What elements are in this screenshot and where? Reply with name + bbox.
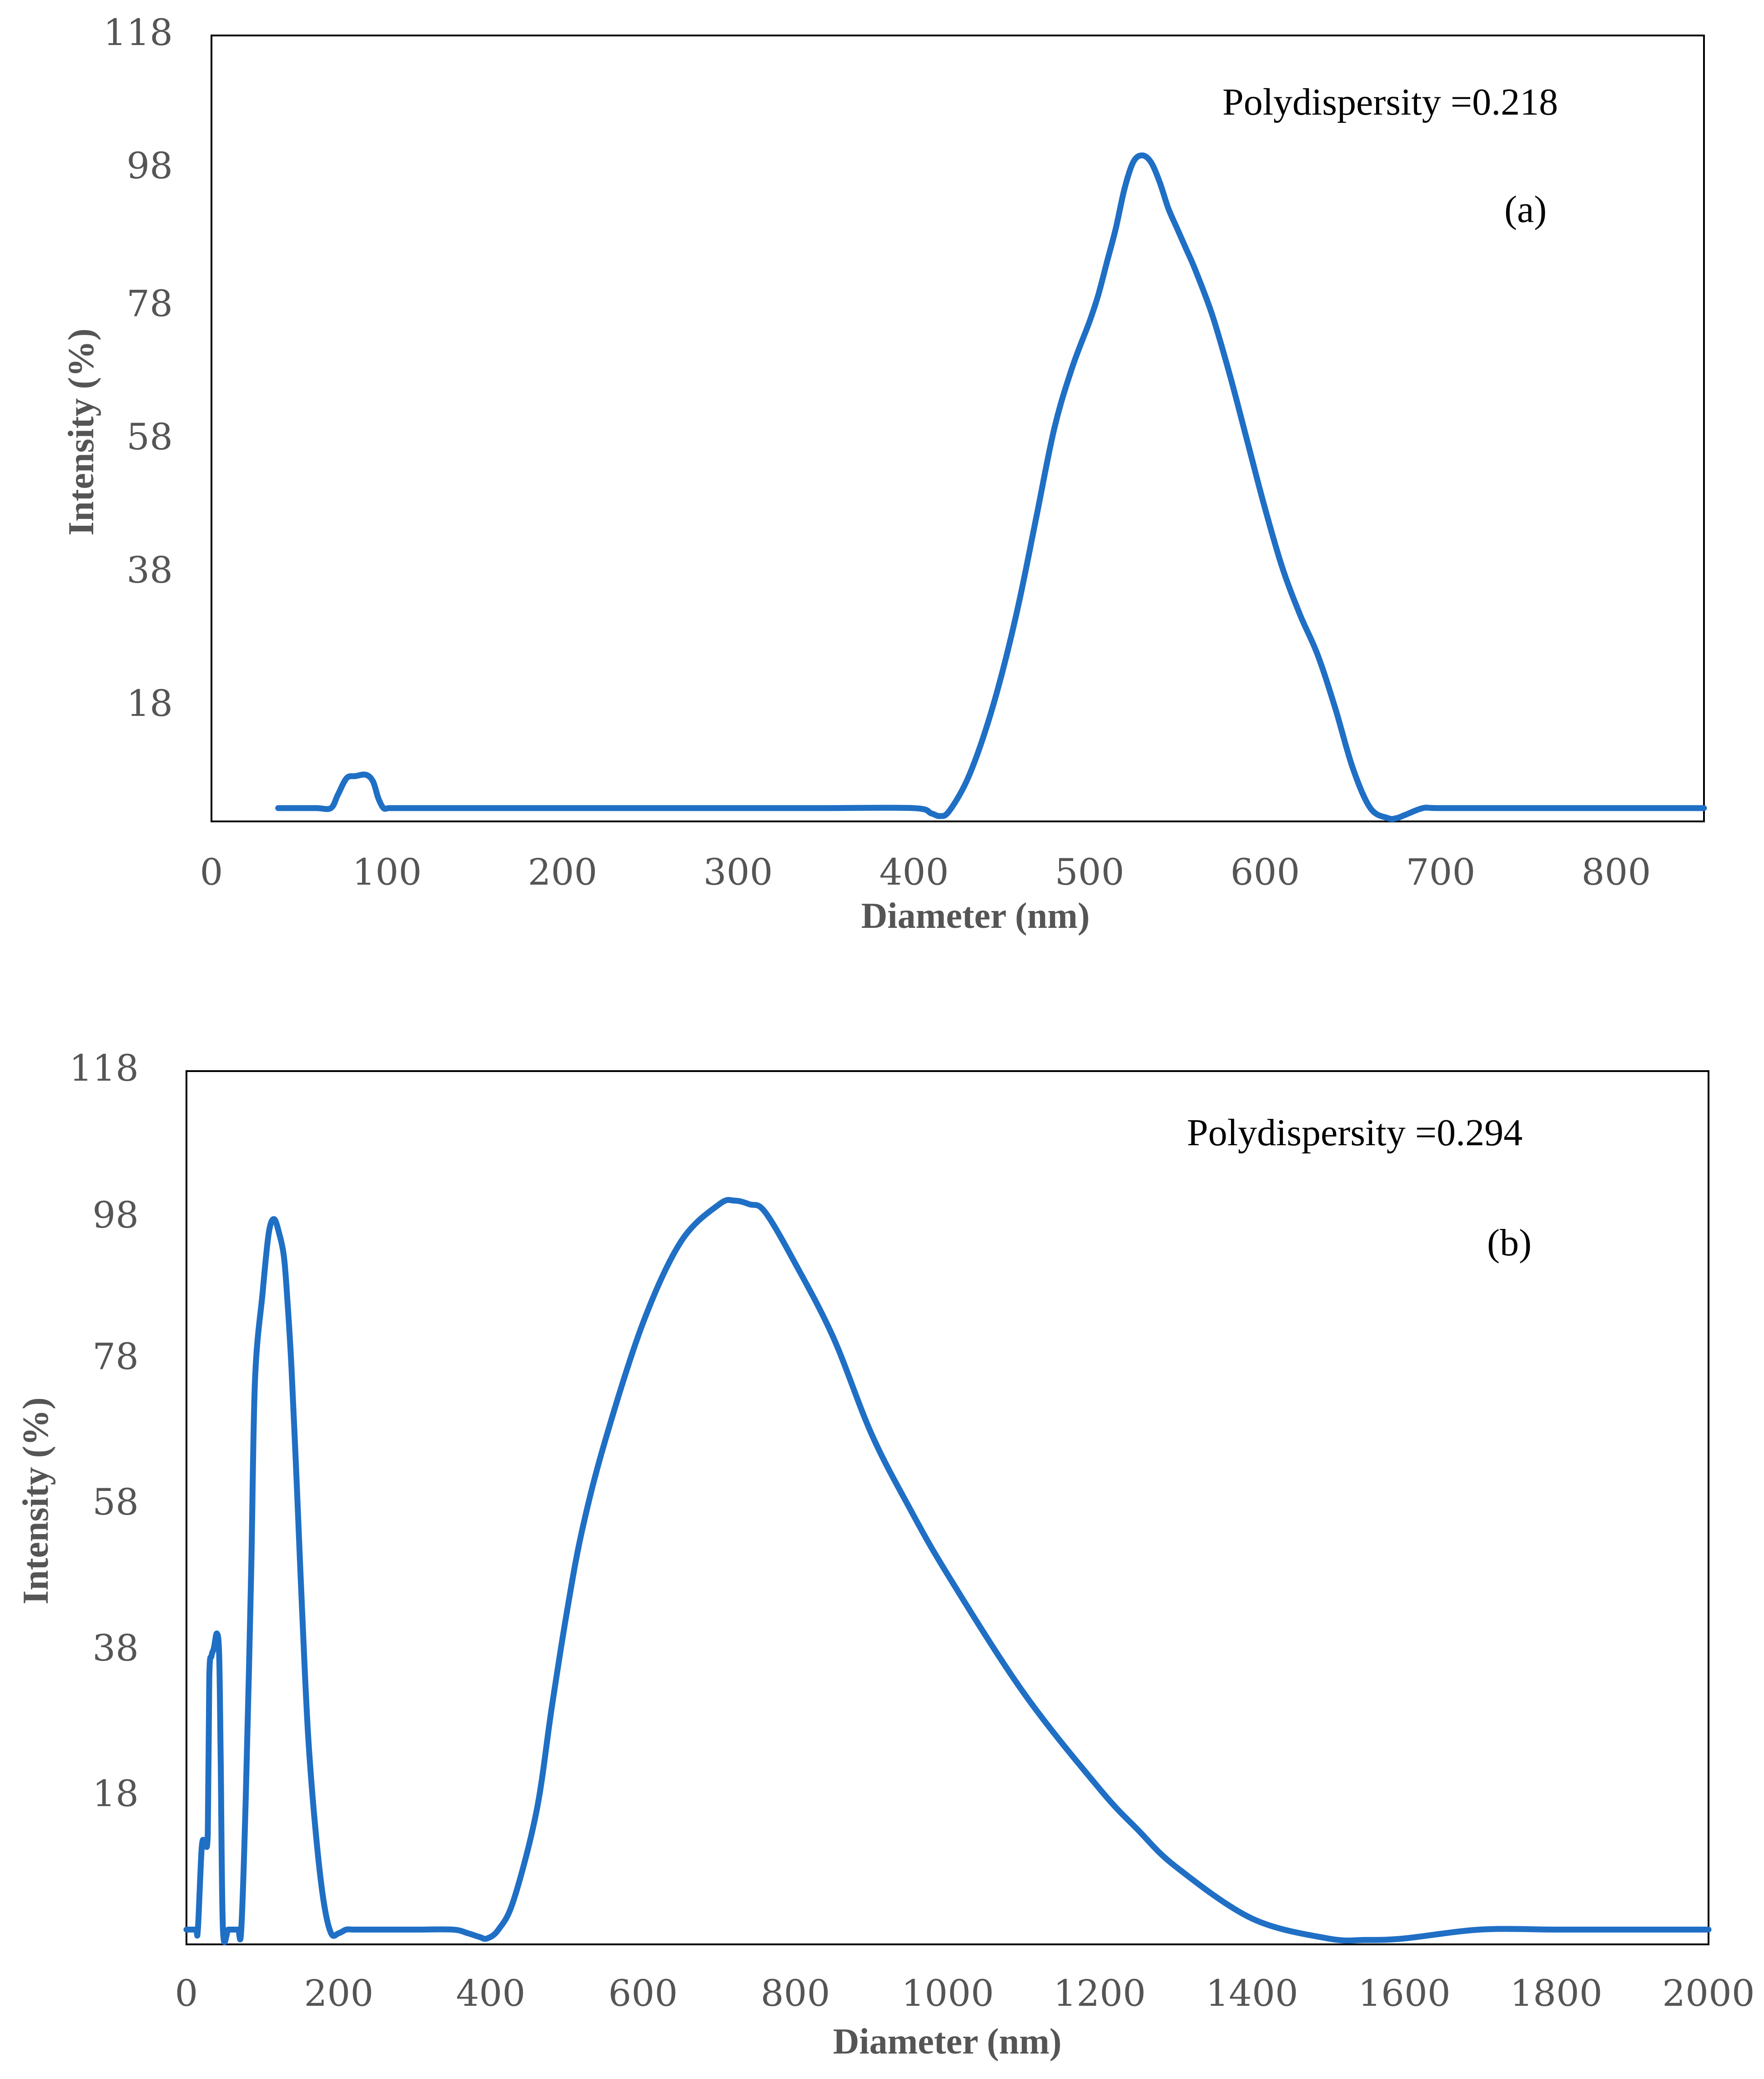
x-axis-title-a: Diameter (nm) [861,896,1090,936]
x-tick-label-b: 1400 [1206,1972,1298,2014]
chart-panel-b: 18 38 58 78 98 118 0 200 400 600 800 100… [16,1047,1755,2062]
x-tick-label-a: 800 [1582,851,1651,893]
polydispersity-label-a: Polydispersity =0.218 [1222,81,1558,123]
x-tick-label-b: 200 [304,1972,374,2014]
y-tick-label-b: 98 [92,1194,139,1236]
plot-frame-b [186,1070,1709,1945]
polydispersity-label-b: Polydispersity =0.294 [1187,1112,1523,1154]
y-tick-label-b: 38 [92,1627,139,1669]
y-tick-label-a: 98 [126,145,173,187]
x-tick-label-a: 600 [1231,851,1300,893]
panel-label-a: (a) [1504,188,1547,231]
x-tick-label-b: 1600 [1358,1972,1451,2014]
x-tick-label-a: 300 [704,851,773,893]
x-tick-label-a: 100 [352,851,422,893]
y-tick-label-a: 78 [126,282,173,325]
x-tick-label-b: 800 [761,1972,830,2014]
x-tick-label-b: 2000 [1662,1972,1755,2014]
y-axis-title-a: Intensity (%) [61,328,101,536]
y-tick-label-a: 118 [103,11,173,54]
y-tick-label-b: 18 [92,1772,139,1815]
x-tick-label-b: 1800 [1510,1972,1603,2014]
series-line-a [275,152,1707,822]
x-axis-title-b: Diameter (nm) [833,2022,1062,2062]
x-tick-label-a: 400 [879,851,949,893]
series-line-b [183,1197,1712,1945]
chart-panel-a: 18 38 58 78 98 118 0 100 200 300 400 500… [61,11,1707,936]
y-tick-label-a: 38 [126,549,173,591]
x-tick-label-a: 700 [1406,851,1476,893]
y-tick-label-b: 58 [92,1481,139,1523]
x-tick-label-b: 600 [608,1972,678,2014]
x-tick-label-b: 1200 [1053,1972,1146,2014]
y-tick-label-a: 18 [126,682,173,725]
y-tick-label-a: 58 [126,416,173,458]
x-tick-label-a: 500 [1055,851,1125,893]
y-axis-title-b: Intensity (%) [16,1397,56,1605]
y-tick-label-b: 78 [92,1335,139,1378]
panel-label-b: (b) [1487,1222,1532,1264]
y-tick-label-b: 118 [69,1047,139,1089]
plot-frame-a [211,35,1705,822]
x-tick-label-b: 0 [175,1972,198,2014]
x-tick-label-b: 400 [456,1972,526,2014]
x-tick-label-b: 1000 [901,1972,994,2014]
x-tick-label-a: 0 [200,851,223,893]
x-tick-label-a: 200 [528,851,598,893]
